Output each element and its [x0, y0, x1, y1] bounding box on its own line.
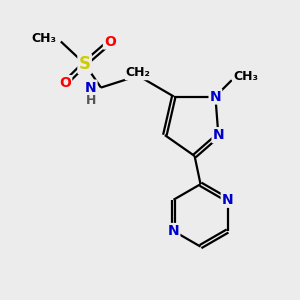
- Text: N: N: [168, 224, 179, 238]
- Text: N: N: [210, 89, 221, 103]
- Text: N: N: [85, 81, 97, 94]
- Text: H: H: [86, 94, 97, 107]
- Text: N: N: [212, 128, 224, 142]
- Text: O: O: [59, 76, 71, 90]
- Text: CH₃: CH₃: [32, 32, 56, 45]
- Text: N: N: [222, 193, 233, 207]
- Text: CH₂: CH₂: [126, 66, 151, 79]
- Text: CH₃: CH₃: [233, 70, 258, 83]
- Text: O: O: [104, 34, 116, 49]
- Text: S: S: [79, 55, 91, 73]
